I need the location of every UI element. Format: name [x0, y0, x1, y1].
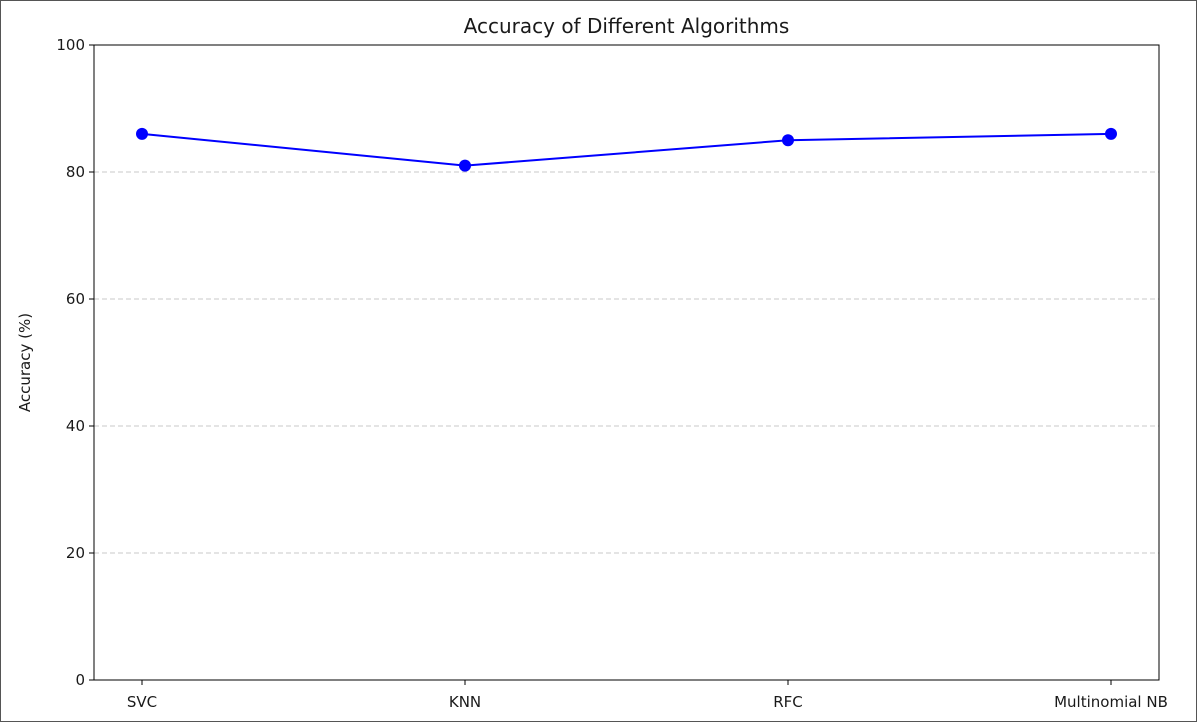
- y-tick-label: 0: [75, 671, 85, 689]
- data-point: [136, 127, 148, 140]
- data-point: [459, 159, 471, 172]
- grid-layer: [94, 171, 1159, 554]
- y-tick-label: 60: [66, 290, 85, 308]
- y-axis-label: Accuracy (%): [16, 313, 34, 412]
- series-layer: [136, 127, 1117, 172]
- x-tick-label: SVC: [127, 693, 157, 711]
- y-tick-label: 100: [56, 36, 85, 54]
- data-point: [782, 134, 794, 147]
- plot-area: [93, 44, 1160, 681]
- y-tick-label: 40: [66, 417, 85, 435]
- series-line: [141, 132, 1112, 167]
- data-point: [1105, 127, 1117, 140]
- x-tick-label: KNN: [449, 693, 481, 711]
- y-axis: 0 20 40 60 80 100: [56, 36, 94, 689]
- y-tick-label: 80: [66, 163, 85, 181]
- x-axis: SVC KNN RFC Multinomial NB: [127, 680, 1168, 711]
- x-tick-label: RFC: [773, 693, 803, 711]
- chart-title: Accuracy of Different Algorithms: [464, 14, 790, 38]
- y-tick-label: 20: [66, 544, 85, 562]
- x-tick-label: Multinomial NB: [1054, 693, 1168, 711]
